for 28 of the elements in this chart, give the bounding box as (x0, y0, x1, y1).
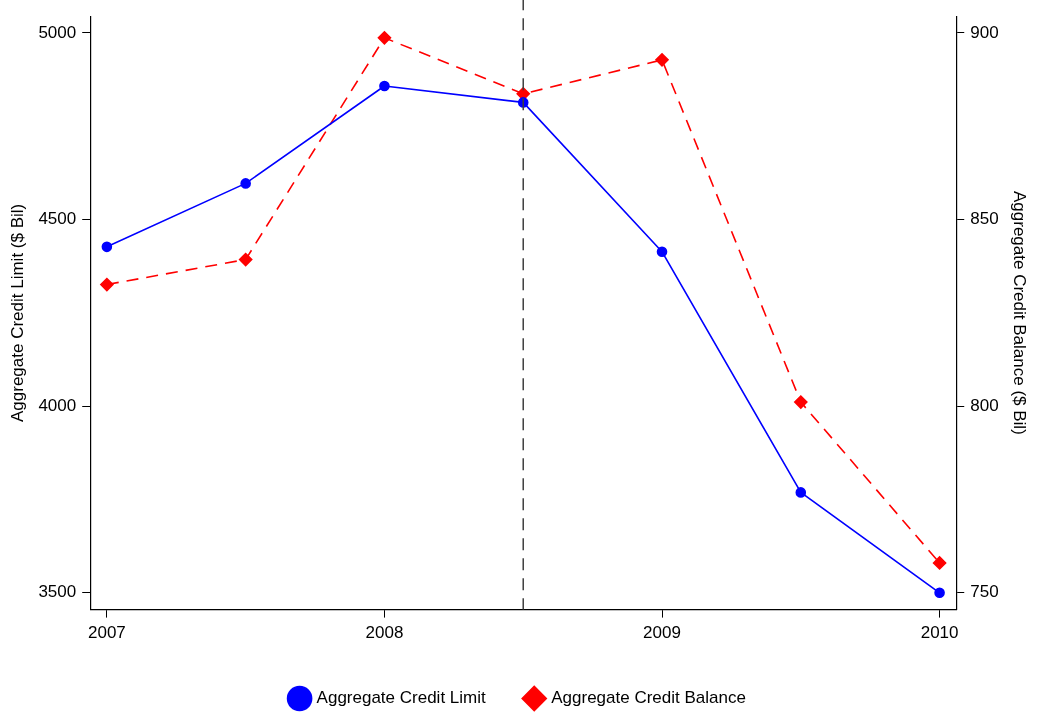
x-tick-label: 2007 (87, 623, 126, 643)
point (934, 587, 945, 599)
point (794, 395, 808, 409)
legend-label: Aggregate Credit Limit (316, 688, 487, 708)
y2-tick-label: 900 (970, 22, 999, 42)
point (656, 246, 668, 257)
point (240, 178, 251, 189)
point (377, 31, 392, 45)
x-tick-label: 2009 (643, 623, 681, 643)
y-tick-label: 4500 (38, 209, 77, 229)
point (100, 277, 114, 292)
point (655, 53, 669, 67)
y2-tick-label: 800 (970, 395, 999, 415)
y-tick-label: 4000 (38, 395, 77, 415)
x-tick-label: 2010 (920, 623, 959, 643)
y2-axis-title: Aggregate Credit Balance ($ Bil) (1010, 191, 1030, 435)
y2-tick-label: 750 (970, 582, 999, 602)
legend-label: Aggregate Credit Balance (551, 688, 746, 708)
y-axis-title: Aggregate Credit Limit ($ Bil) (7, 203, 27, 423)
y-tick-label: 3500 (38, 582, 77, 602)
point (238, 252, 253, 267)
y-tick-label: 5000 (38, 22, 77, 42)
x-tick-label: 2008 (365, 623, 404, 643)
point (101, 241, 113, 253)
y2-tick-label: 850 (970, 209, 999, 229)
point (932, 556, 947, 570)
point (795, 487, 807, 498)
point (379, 80, 390, 92)
